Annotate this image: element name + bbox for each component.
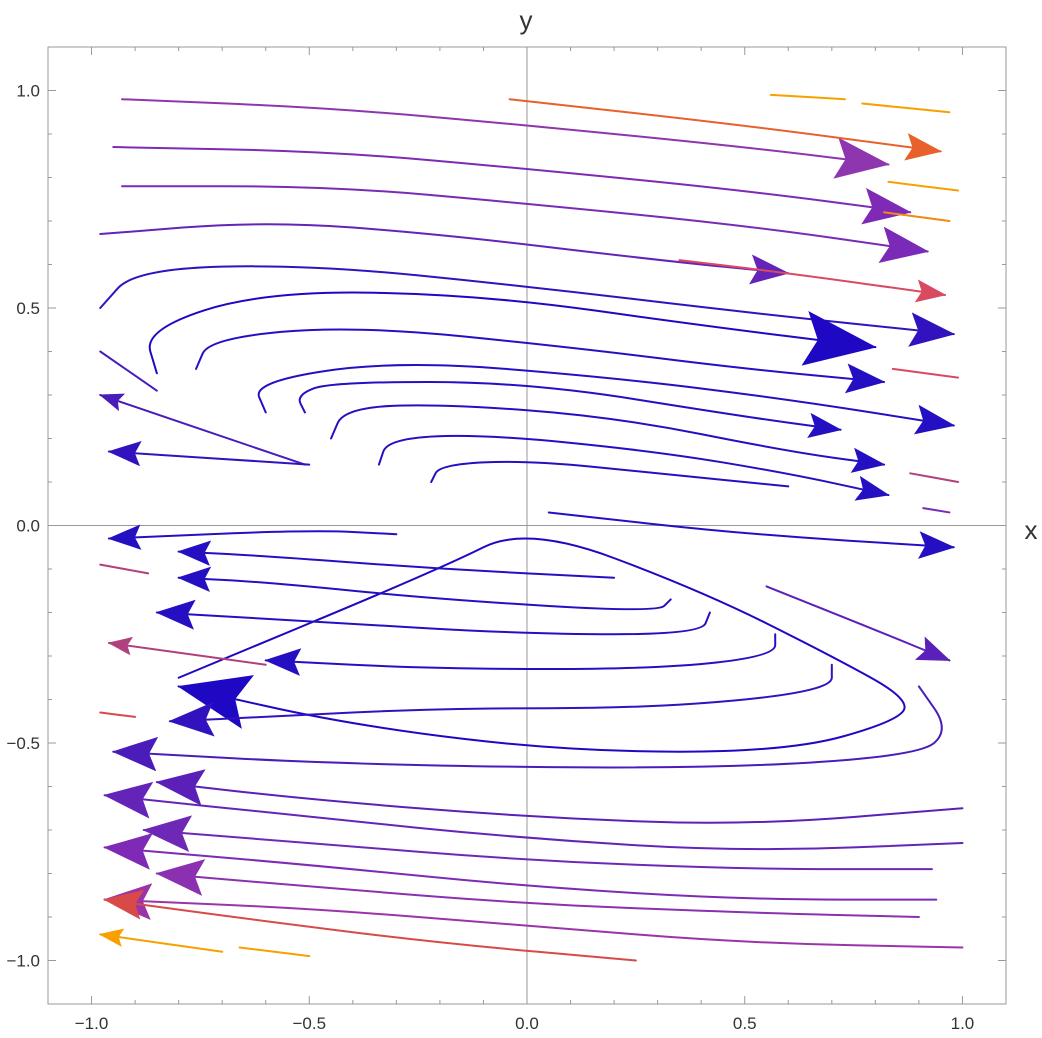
streamline-arrowhead-19: [177, 566, 212, 592]
streamline-arrowhead-5: [801, 311, 877, 366]
streamline-16: [177, 537, 906, 753]
x-tick-label: 0.0: [515, 1014, 539, 1033]
x-tick-label: −1.0: [75, 1014, 109, 1033]
streamline-43: [891, 367, 960, 379]
streamline-32: [99, 394, 306, 466]
streamline-30: [103, 898, 637, 962]
streamline-21: [264, 633, 777, 671]
streamline-arrowhead-14: [914, 279, 947, 303]
y-axis-label: y: [520, 5, 533, 35]
streamline-arrowhead-15: [904, 133, 943, 161]
streamline-0: [121, 98, 890, 166]
streamline-arrowhead-4: [908, 312, 956, 347]
streamline-arrowhead-10: [854, 475, 890, 501]
streamline-3: [99, 223, 790, 275]
streamline-arrowhead-24: [155, 769, 206, 806]
streamline-7: [257, 364, 955, 427]
y-tick-label: 0.5: [16, 299, 40, 318]
streamline-arrowhead-22: [168, 702, 215, 737]
streamline-45: [922, 507, 951, 514]
streamline-arrowhead-28: [155, 859, 206, 896]
y-tick-label: −1.0: [6, 952, 40, 971]
streamline-arrowhead-37: [98, 928, 125, 947]
streamline-arrowhead-12: [917, 531, 956, 559]
tick-labels: −1.0 −0.5 0.0 0.5 1.0 −1.0 −0.5 0.0 0.5 1.0: [6, 82, 974, 1034]
streamline-arrowhead-2: [878, 226, 930, 264]
streamline-arrowhead-34: [107, 636, 134, 656]
streamline-arrowhead-6: [844, 363, 886, 394]
streamline-arrowhead-25: [103, 781, 154, 819]
streamline-28: [155, 872, 920, 918]
streamline-11: [430, 460, 790, 488]
y-tick-label: 0.0: [16, 517, 40, 536]
streamline-42: [883, 211, 951, 222]
streamline-arrowhead-18: [177, 540, 212, 566]
streamline-31: [99, 350, 158, 392]
streamline-6: [195, 328, 886, 383]
streamline-39: [769, 93, 846, 101]
streamline-27: [103, 846, 938, 901]
streamlines: [98, 93, 964, 962]
x-tick-label: 1.0: [951, 1014, 975, 1033]
streamline-arrowhead-21: [264, 648, 302, 676]
streamline-arrowhead-17: [107, 524, 142, 550]
streamline-34: [107, 641, 267, 666]
streamline-26: [142, 829, 933, 871]
streamline-40: [861, 102, 951, 114]
streamline-arrowhead-13: [914, 636, 951, 661]
streamline-5: [148, 291, 877, 375]
streamline-29: [103, 898, 964, 949]
streamline-9: [330, 404, 886, 466]
streamline-33: [107, 450, 311, 466]
streamline-20: [155, 611, 711, 636]
streamline-37: [99, 933, 224, 953]
y-tick-label: −0.5: [6, 734, 40, 753]
streamline-19: [177, 576, 672, 611]
streamline-18: [177, 550, 616, 579]
streamline-36: [99, 711, 137, 718]
streamline-10: [377, 434, 890, 497]
streamline-arrowhead-20: [155, 599, 196, 630]
streamline-arrowhead-7: [913, 404, 956, 435]
streamline-44: [909, 472, 960, 483]
streamline-arrowhead-27: [103, 833, 153, 870]
streamline-24: [155, 781, 964, 824]
x-axis-label: x: [1025, 515, 1038, 545]
streamline-arrowhead-33: [107, 440, 142, 467]
streamline-arrowhead-16: [177, 675, 254, 729]
streamline-13: [765, 585, 951, 662]
streamline-41: [887, 180, 960, 192]
streamline-arrowhead-30: [103, 889, 145, 920]
streamline-arrowhead-26: [142, 815, 193, 853]
streamline-1: [112, 146, 912, 214]
streamline-8: [298, 380, 842, 431]
streamline-arrowhead-0: [833, 137, 890, 179]
streamline-22: [168, 663, 833, 723]
streamline-arrowhead-32: [98, 393, 125, 412]
streamline-14: [678, 259, 947, 296]
streamline-17: [107, 530, 398, 540]
y-tick-label: 1.0: [16, 82, 40, 101]
streamline-arrowhead-9: [850, 447, 886, 473]
x-tick-label: 0.5: [733, 1014, 757, 1033]
streamline-15: [508, 98, 942, 153]
streamline-23: [112, 685, 943, 769]
streamline-4: [99, 265, 955, 336]
x-tick-label: −0.5: [292, 1014, 326, 1033]
streamline-25: [103, 794, 964, 851]
streamline-12: [547, 511, 955, 549]
streamline-arrowhead-8: [807, 412, 842, 439]
streamline-2: [121, 185, 929, 253]
streamline-35: [99, 563, 150, 575]
streamline-38: [238, 946, 311, 958]
streamline-arrowhead-23: [111, 736, 159, 772]
